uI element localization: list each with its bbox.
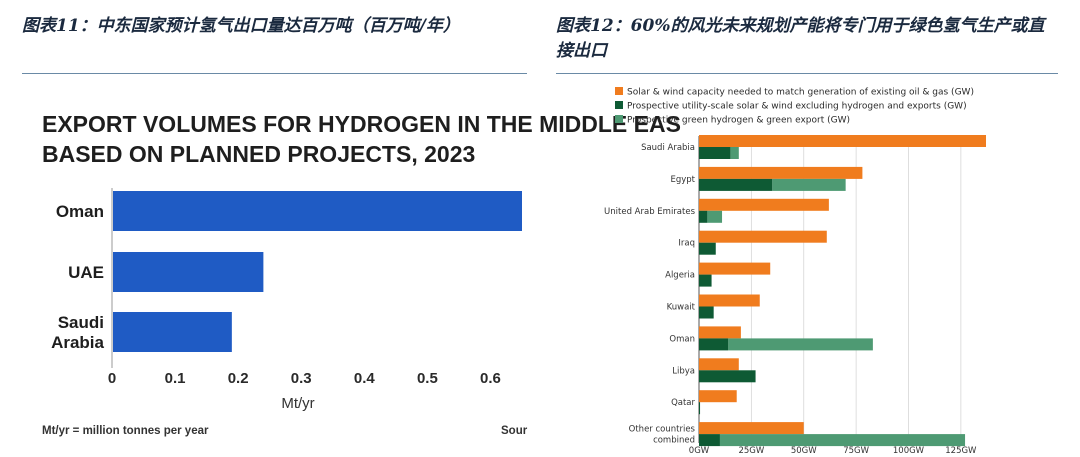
legend-entry: Solar & wind capacity needed to match ge… [627,88,974,98]
x-tick-label: 100GW [893,446,925,456]
bar-utility-saudi-arabia [699,147,731,159]
x-tick-label: 0.4 [354,370,376,387]
legend-entry: Prospective green hydrogen & green expor… [627,116,850,126]
x-tick-label: 0.6 [480,370,501,387]
bar-green-hydrogen-oman [728,338,873,351]
bar-utility-libya [699,370,756,383]
category-label: Kuwait [667,303,696,313]
bar-oil-gas-algeria [699,262,771,275]
category-label: Saudi Arabia [641,143,695,153]
bar-oil-gas-egypt [699,166,863,179]
bar-utility-kuwait [699,306,714,319]
category-label: Arabia [51,333,104,352]
bar-oil-gas-iraq [699,230,827,243]
bar-oil-gas-kuwait [699,294,760,307]
x-tick-label: 75GW [843,446,869,456]
legend-entry: Prospective utility-scale solar & wind e… [627,102,967,112]
figure-11-caption: 图表11：中东国家预计氢气出口量达百万吨（百万吨/年） [22,16,460,36]
bar-saudi-arabia [113,312,232,352]
category-label: Saudi [58,313,104,332]
bar-utility-algeria [699,274,712,287]
category-label: United Arab Emirates [604,207,696,217]
caption-divider-left [22,73,527,74]
category-label: Libya [672,366,695,376]
bar-utility-qatar [699,402,701,415]
bar-utility-egypt [699,178,773,191]
x-tick-label: 0.1 [165,370,186,387]
x-tick-label: 50GW [791,446,817,456]
bar-utility-other-countries-combined [699,434,720,447]
x-tick-label: 0.3 [291,370,312,387]
category-label: Iraq [678,239,695,249]
hydrogen-export-volume-chart: EXPORT VOLUMES FOR HYDROGEN IN THE MIDDL… [42,111,681,437]
category-label: combined [653,436,695,446]
chart-title-line: EXPORT VOLUMES FOR HYDROGEN IN THE MIDDL… [42,111,681,137]
bar-utility-united-arab-emirates [699,210,708,223]
x-axis-label: Mt/yr [281,395,314,412]
footnote: Mt/yr = million tonnes per year [42,425,209,437]
x-tick-label: 125GW [945,446,977,456]
legend-swatch-3 [615,115,623,123]
category-label: Qatar [671,398,695,408]
source-note: Sour [501,425,528,437]
legend-swatch-1 [615,87,623,95]
category-label: Oman [669,334,695,344]
bar-green-hydrogen-other-countries-combined [719,434,966,447]
bar-green-hydrogen-united-arab-emirates [707,210,723,223]
bar-uae [113,252,264,292]
x-tick-label: 0.2 [228,370,249,387]
figure-12-caption: 图表12：60%的风光未来规划产能将专门用于绿色氢气生产或直接出口 [556,16,1045,61]
x-tick-label: 0 [108,370,116,387]
category-label: Oman [56,202,104,221]
chart-title-line: BASED ON PLANNED PROJECTS, 2023 [42,141,475,167]
category-label: UAE [68,263,104,282]
category-label: Egypt [670,175,695,185]
bar-oil-gas-other-countries-combined [699,422,804,435]
bar-oman [113,191,522,231]
bar-oil-gas-oman [699,326,741,339]
bar-oil-gas-qatar [699,390,737,403]
category-label: Other countries [629,425,696,435]
bar-utility-oman [699,338,729,351]
category-label: Algeria [665,271,695,281]
bar-green-hydrogen-egypt [772,178,846,191]
bar-oil-gas-libya [699,358,739,371]
bar-oil-gas-saudi-arabia [699,135,986,147]
x-tick-label: 25GW [738,446,764,456]
legend-swatch-2 [615,101,623,109]
solar-wind-capacity-chart: Solar & wind capacity needed to match ge… [604,87,986,456]
bar-green-hydrogen-saudi-arabia [730,147,739,159]
caption-divider-right [556,73,1058,74]
bar-oil-gas-united-arab-emirates [699,198,829,211]
x-tick-label: 0.5 [417,370,438,387]
x-tick-label: 0GW [689,446,710,456]
bar-utility-iraq [699,242,716,255]
